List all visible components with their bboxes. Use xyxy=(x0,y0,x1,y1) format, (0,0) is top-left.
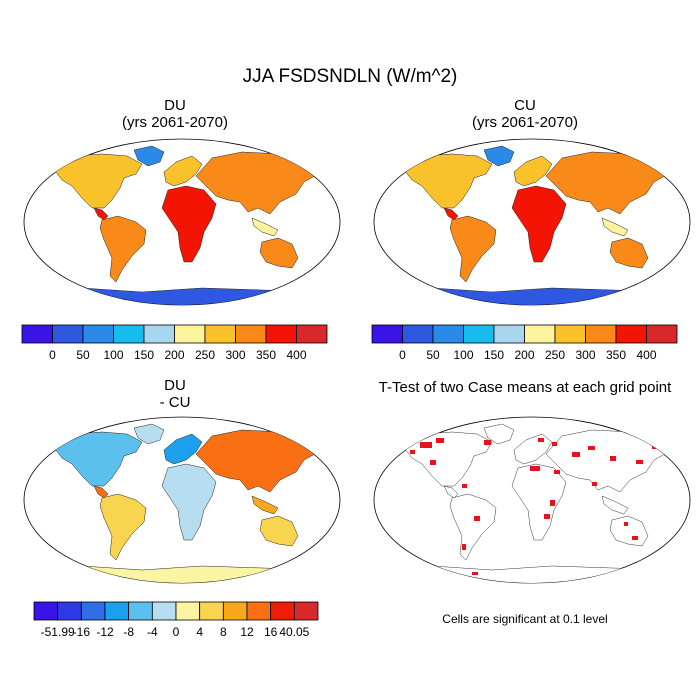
colorbar-box xyxy=(175,601,201,621)
colorbar-box xyxy=(52,324,84,344)
panel-cu-title-line1: CU xyxy=(514,97,536,114)
diff-colorbar-label: -16 xyxy=(73,625,91,639)
diff-colorbar-labels: -51.99 -16 -12 -8 -4 0 4 8 12 16 40.05 xyxy=(41,625,310,639)
cu-map xyxy=(373,138,691,306)
du-colorbar-labels: 0 50 100 150 200 250 300 350 400 xyxy=(49,348,307,362)
diff-colorbar-label: -51.99 xyxy=(41,625,75,639)
colorbar-box xyxy=(199,601,224,621)
cu-colorbar: 0 50 100 150 200 250 300 350 400 xyxy=(371,324,678,362)
du-colorbar-label: 400 xyxy=(286,348,306,362)
du-colorbar-label: 200 xyxy=(164,348,184,362)
colorbar-box xyxy=(33,601,59,621)
cu-colorbar-label: 300 xyxy=(575,348,595,362)
panel-du-title: DU (yrs 2061-2070) xyxy=(50,97,300,131)
du-map xyxy=(23,138,341,306)
du-colorbar-boxes xyxy=(21,324,328,344)
colorbar-box xyxy=(296,324,328,344)
panel-ttest-title-line1: T-Test of two Case means at each grid po… xyxy=(378,379,672,396)
cu-colorbar-label: 100 xyxy=(453,348,473,362)
panel-cu-title-line2: (yrs 2061-2070) xyxy=(472,114,578,131)
du-colorbar-label: 300 xyxy=(225,348,245,362)
cu-colorbar-label: 400 xyxy=(636,348,656,362)
colorbar-box xyxy=(554,324,586,344)
colorbar-box xyxy=(82,324,114,344)
du-colorbar-label: 50 xyxy=(76,348,90,362)
panel-diff-title-line1: DU xyxy=(164,377,186,394)
diff-colorbar-label: 40.05 xyxy=(279,625,309,639)
colorbar-box xyxy=(104,601,130,621)
diff-colorbar-label: 12 xyxy=(240,625,254,639)
colorbar-box xyxy=(265,324,297,344)
du-colorbar-label: 0 xyxy=(49,348,56,362)
du-colorbar-label: 350 xyxy=(256,348,276,362)
cu-colorbar-label: 0 xyxy=(399,348,406,362)
panel-diff-title-line2: - CU xyxy=(159,394,191,411)
colorbar-box xyxy=(463,324,495,344)
colorbar-box xyxy=(57,601,82,621)
panel-ttest-title: T-Test of two Case means at each grid po… xyxy=(350,379,700,396)
diff-map xyxy=(23,416,341,584)
figure-title: JJA FSDSNDLN (W/m^2) xyxy=(242,66,458,87)
colorbar-box xyxy=(174,324,206,344)
significance-note: Cells are significant at 0.1 level xyxy=(442,612,608,626)
colorbar-box xyxy=(21,324,53,344)
cu-colorbar-boxes xyxy=(371,324,678,344)
colorbar-box xyxy=(524,324,556,344)
cu-colorbar-label: 250 xyxy=(545,348,565,362)
cu-colorbar-label: 200 xyxy=(514,348,534,362)
diff-colorbar-label: 8 xyxy=(220,625,227,639)
cu-colorbar-labels: 0 50 100 150 200 250 300 350 400 xyxy=(399,348,657,362)
panel-diff-title: DU - CU xyxy=(50,377,300,411)
colorbar-box xyxy=(204,324,236,344)
colorbar-box xyxy=(270,601,295,621)
colorbar-box xyxy=(222,601,248,621)
du-colorbar: 0 50 100 150 200 250 300 350 400 xyxy=(21,324,328,362)
colorbar-box xyxy=(646,324,678,344)
diff-colorbar-label: -4 xyxy=(147,625,158,639)
diff-colorbar-label: -8 xyxy=(123,625,134,639)
diff-colorbar: -51.99 -16 -12 -8 -4 0 4 8 12 16 40.05 xyxy=(33,601,319,639)
cu-colorbar-label: 50 xyxy=(426,348,440,362)
colorbar-box xyxy=(615,324,647,344)
colorbar-box xyxy=(371,324,403,344)
diff-colorbar-boxes xyxy=(33,601,319,621)
diff-colorbar-label: -12 xyxy=(96,625,114,639)
du-colorbar-label: 100 xyxy=(103,348,123,362)
colorbar-box xyxy=(402,324,434,344)
diff-colorbar-label: 4 xyxy=(196,625,203,639)
cu-colorbar-label: 350 xyxy=(606,348,626,362)
colorbar-box xyxy=(246,601,272,621)
panel-du-title-line1: DU xyxy=(164,97,186,114)
colorbar-box xyxy=(143,324,175,344)
panel-du-title-line2: (yrs 2061-2070) xyxy=(122,114,228,131)
colorbar-box xyxy=(293,601,319,621)
colorbar-box xyxy=(493,324,525,344)
colorbar-box xyxy=(432,324,464,344)
diff-colorbar-label: 0 xyxy=(173,625,180,639)
colorbar-box xyxy=(151,601,177,621)
du-colorbar-label: 250 xyxy=(195,348,215,362)
colorbar-box xyxy=(585,324,617,344)
cu-colorbar-label: 150 xyxy=(484,348,504,362)
colorbar-box xyxy=(80,601,106,621)
colorbar-box xyxy=(235,324,267,344)
du-colorbar-label: 150 xyxy=(134,348,154,362)
diff-colorbar-label: 16 xyxy=(264,625,278,639)
panel-cu-title: CU (yrs 2061-2070) xyxy=(400,97,650,131)
colorbar-box xyxy=(113,324,145,344)
ttest-map xyxy=(373,416,691,584)
colorbar-box xyxy=(128,601,153,621)
